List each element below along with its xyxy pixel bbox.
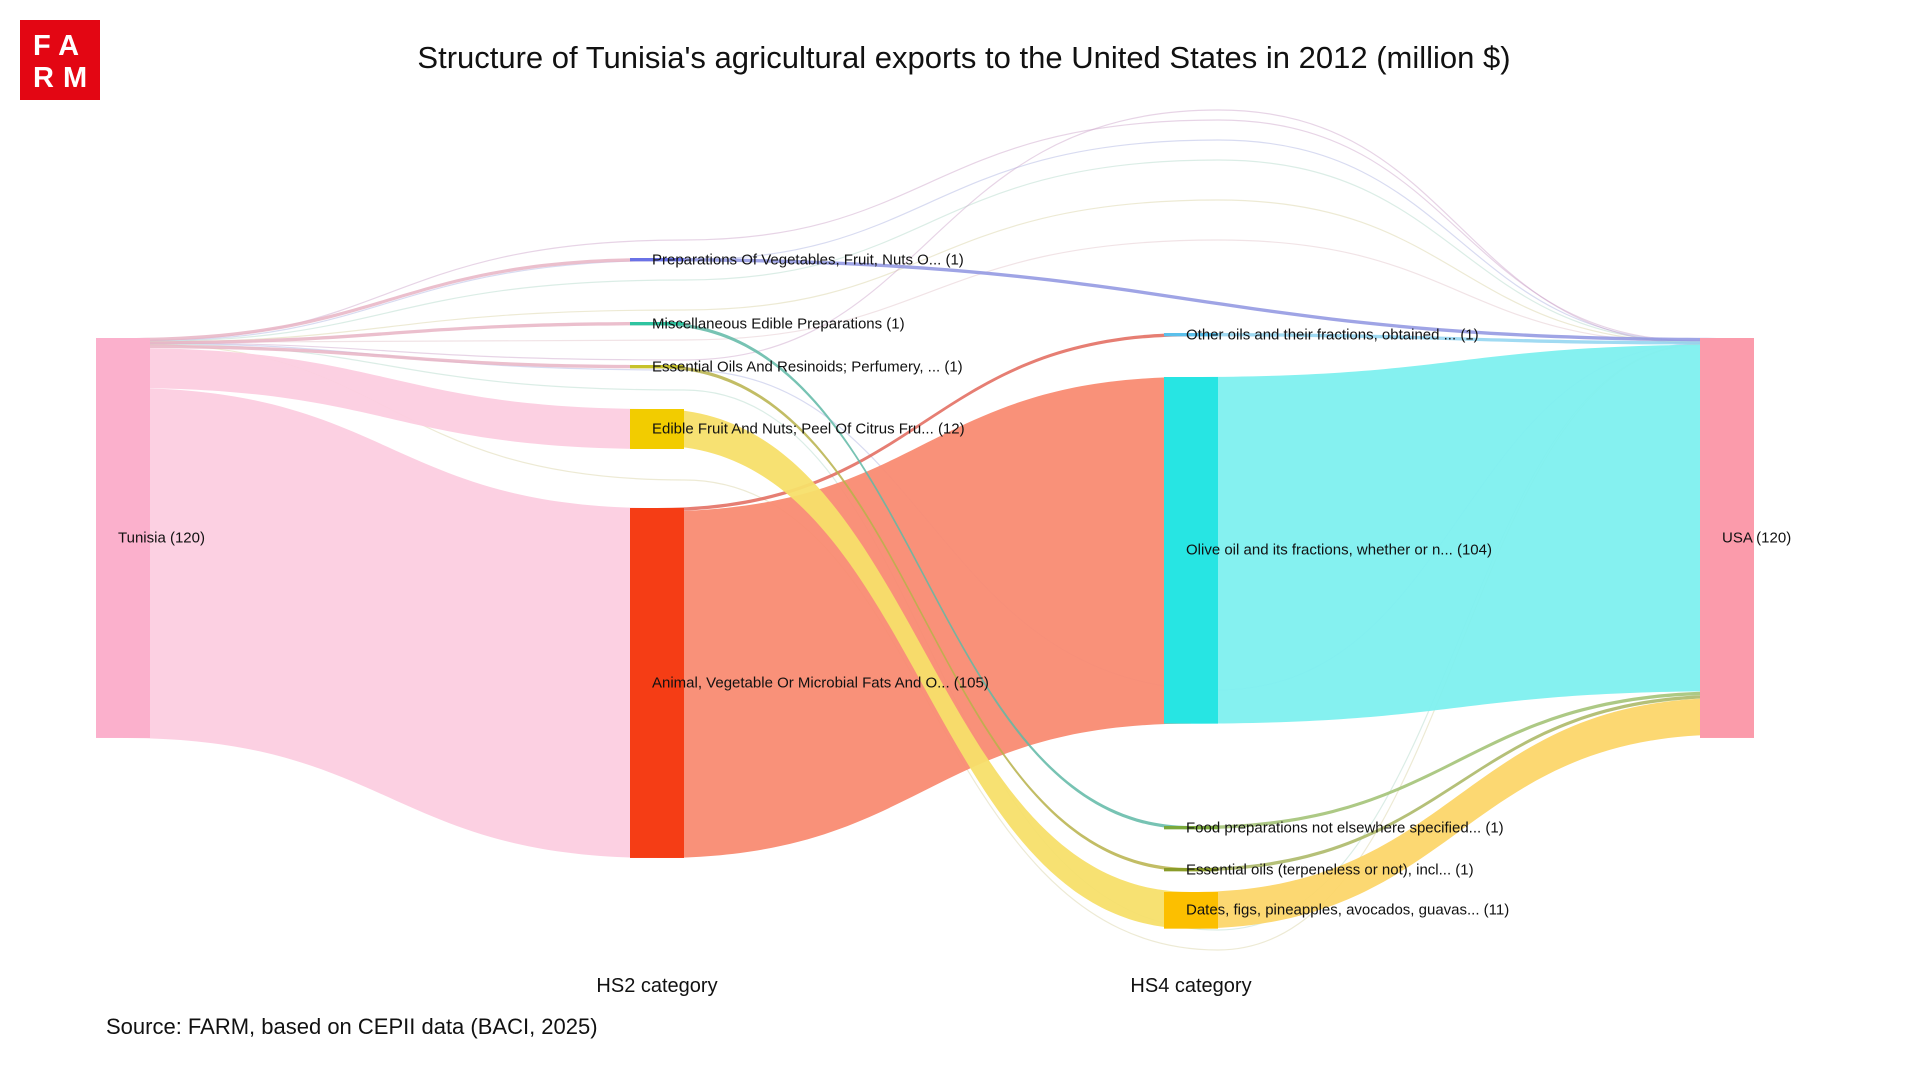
farm-logo: FA RM bbox=[20, 20, 100, 100]
node-dates[interactable] bbox=[1164, 892, 1218, 929]
link-essoil-to-usa[interactable] bbox=[1191, 694, 1727, 872]
link-tunisia-to-misc[interactable] bbox=[123, 322, 657, 345]
minor-flow-link bbox=[149, 159, 1701, 343]
node-other[interactable] bbox=[1164, 333, 1218, 337]
minor-flow-link bbox=[149, 199, 1701, 344]
node-fruit[interactable] bbox=[630, 409, 684, 449]
link-misc-to-food[interactable] bbox=[657, 322, 1191, 830]
link-tunisia-to-prep[interactable] bbox=[123, 258, 657, 342]
node-label-edible-fruit: Edible Fruit And Nuts; Peel Of Citrus Fr… bbox=[652, 420, 965, 438]
axis-label-hs2: HS2 category bbox=[596, 975, 718, 997]
link-tunisia-to-animal[interactable] bbox=[123, 387, 657, 858]
node-olive[interactable] bbox=[1164, 377, 1218, 724]
node-food[interactable] bbox=[1164, 826, 1218, 830]
node-ess[interactable] bbox=[630, 365, 684, 369]
node-label-usa: USA (120) bbox=[1722, 529, 1792, 547]
node-label-essential-oils-hs4: Essential oils (terpeneless or not), inc… bbox=[1186, 861, 1474, 879]
link-tunisia-to-fruit[interactable] bbox=[123, 347, 657, 449]
minor-flow-link bbox=[149, 119, 1701, 342]
node-label-olive-oil: Olive oil and its fractions, whether or … bbox=[1186, 541, 1492, 559]
minor-flow-link bbox=[149, 109, 1701, 361]
node-label-food-preparations: Food preparations not elsewhere specifie… bbox=[1186, 819, 1504, 837]
link-fruit-to-dates[interactable] bbox=[657, 409, 1191, 929]
node-label-tunisia: Tunisia (120) bbox=[118, 529, 205, 547]
node-label-other-oils: Other oils and their fractions, obtained… bbox=[1186, 326, 1479, 344]
link-olive-to-usa[interactable] bbox=[1191, 344, 1727, 724]
link-prep-to-usa[interactable] bbox=[657, 258, 1727, 342]
node-animal[interactable] bbox=[630, 508, 684, 858]
chart-title: Structure of Tunisia's agricultural expo… bbox=[417, 40, 1511, 75]
link-tunisia-to-ess[interactable] bbox=[123, 344, 657, 369]
axis-label-hs4: HS4 category bbox=[1130, 975, 1252, 997]
link-other-to-usa[interactable] bbox=[1191, 333, 1727, 345]
node-essoil[interactable] bbox=[1164, 868, 1218, 872]
link-animal-to-other[interactable] bbox=[657, 333, 1191, 512]
node-label-essential-oils-hs2: Essential Oils And Resinoids; Perfumery,… bbox=[652, 358, 963, 376]
node-misc[interactable] bbox=[630, 322, 684, 326]
node-prep[interactable] bbox=[630, 258, 684, 262]
node-label-fats-oils: Animal, Vegetable Or Microbial Fats And … bbox=[652, 674, 989, 692]
node-usa[interactable] bbox=[1700, 338, 1754, 738]
node-label-dates: Dates, figs, pineapples, avocados, guava… bbox=[1186, 901, 1510, 919]
link-ess-to-essoil[interactable] bbox=[657, 365, 1191, 872]
minor-flow-link bbox=[149, 139, 1701, 343]
logo-line-1: FA bbox=[33, 30, 89, 62]
node-label-preparations: Preparations Of Vegetables, Fruit, Nuts … bbox=[652, 251, 964, 269]
source-note: Source: FARM, based on CEPII data (BACI,… bbox=[106, 1014, 598, 1039]
node-tunisia[interactable] bbox=[96, 338, 150, 738]
node-label-miscellaneous: Miscellaneous Edible Preparations (1) bbox=[652, 315, 905, 333]
minor-flow-link bbox=[149, 239, 1701, 344]
link-food-to-usa[interactable] bbox=[1191, 691, 1727, 830]
logo-line-2: RM bbox=[33, 62, 97, 94]
link-dates-to-usa[interactable] bbox=[1191, 697, 1727, 929]
